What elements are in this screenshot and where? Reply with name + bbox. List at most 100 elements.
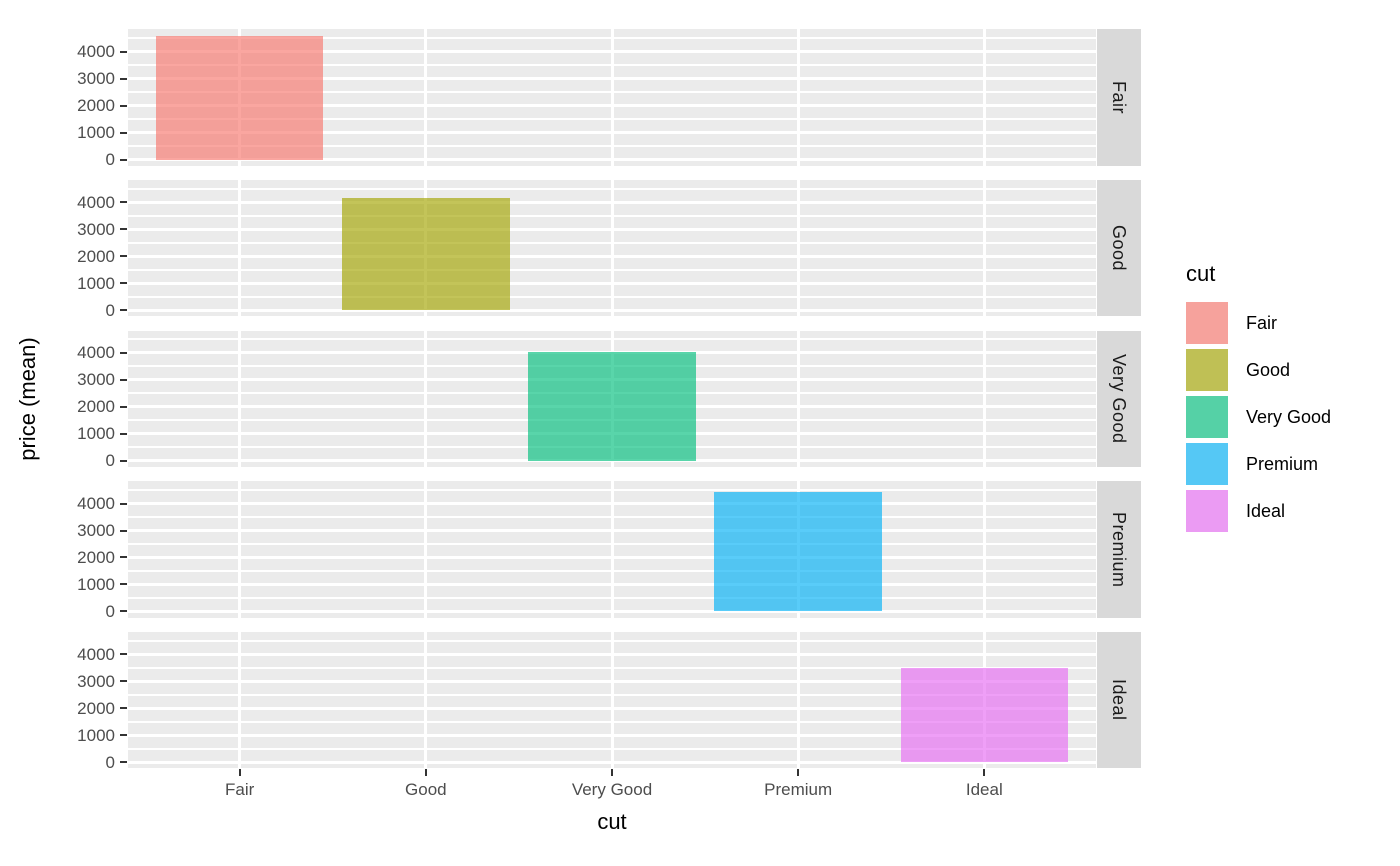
vertical-gridline [982,330,986,468]
y-tick-mark [120,77,127,80]
y-tick-label: 4000 [77,343,115,363]
facet-strip-premium: Premium [1097,481,1141,618]
vertical-gridline [424,631,428,769]
y-tick-label: 1000 [77,273,115,293]
legend-item-ideal: Ideal [1186,490,1331,532]
y-tick-mark [120,529,127,532]
vertical-gridline [610,631,614,769]
x-tick-label: Premium [764,780,833,800]
vertical-gridline [796,29,800,166]
y-tick-label: 3000 [77,370,115,390]
facet-strip-label: Very Good [1109,354,1129,444]
y-tick-mark [120,610,127,613]
y-tick-label: 2000 [77,397,115,417]
facet-strip-very-good: Very Good [1097,330,1141,468]
y-tick-mark [120,734,127,737]
legend-items: Fair Good Very Good Premium Ideal [1186,302,1331,532]
legend-item-good: Good [1186,349,1331,391]
facet-strip-label: Ideal [1109,679,1129,721]
y-tick-label: 2000 [77,246,115,266]
vertical-gridline [796,330,800,468]
facet-strip-fair: Fair [1097,29,1141,166]
legend-item-label: Ideal [1246,500,1286,521]
y-tick-label: 1000 [77,424,115,444]
legend-key-swatch [1186,490,1228,532]
x-tick-label: Good [405,780,447,800]
x-tick-mark [797,769,800,777]
vertical-gridline [238,330,242,468]
y-tick-mark [120,131,127,134]
y-axis-title: price (mean) [15,337,40,461]
vertical-gridline [610,29,614,166]
x-tick-label: Fair [225,780,255,800]
y-tick-mark [120,707,127,710]
y-tick-label: 2000 [77,547,115,567]
legend-key-fill [1186,490,1228,532]
x-tick-mark [611,769,613,777]
vertical-gridline [982,481,986,618]
legend-item-label: Premium [1246,453,1319,474]
vertical-gridline [238,631,242,769]
bar-fair [155,35,324,160]
legend: cut Fair Good Very Good Premium Ideal [1186,262,1331,537]
vertical-gridline [424,29,428,166]
legend-item-label: Good [1246,359,1291,380]
y-tick-mark [120,405,127,408]
y-tick-label: 3000 [77,521,115,540]
legend-key-swatch [1186,443,1228,485]
legend-key-fill [1186,443,1228,485]
vertical-gridline [982,179,986,317]
y-tick-label: 0 [105,300,115,320]
legend-key-fill [1186,302,1228,344]
y-tick-label: 4000 [77,494,115,513]
legend-item-label: Fair [1246,312,1277,333]
legend-item-very-good: Very Good [1186,396,1331,438]
y-tick-mark [120,761,127,764]
facet-panel-fair [128,29,1096,166]
y-tick-mark [120,432,127,435]
x-tick-label: Ideal [965,780,1003,800]
bar-good [342,198,510,311]
x-tick-mark [983,769,986,777]
legend-key-fill [1186,349,1228,391]
y-tick-label: 0 [105,752,115,772]
y-tick-label: 0 [105,451,115,471]
facet-panel-good [128,179,1096,317]
y-tick-mark [120,50,127,53]
vertical-gridline [238,481,242,618]
legend-key-swatch [1186,302,1228,344]
y-tick-label: 4000 [77,192,115,212]
facet-strip-ideal: Ideal [1097,631,1141,769]
y-tick-mark [120,502,127,505]
y-tick-mark [120,459,127,462]
facet-strip-label: Premium [1109,511,1129,588]
y-tick-label: 0 [105,150,115,170]
facet-panel-ideal [128,631,1096,769]
y-tick-label: 2000 [77,96,115,116]
vertical-gridline [610,179,614,317]
x-tick-mark [238,769,241,777]
y-tick-mark [120,255,127,258]
legend-item-label: Very Good [1246,406,1332,427]
y-tick-label: 2000 [77,698,115,718]
legend-item-premium: Premium [1186,443,1331,485]
y-tick-label: 4000 [77,42,115,62]
vertical-gridline [424,330,428,468]
y-tick-mark [120,228,127,231]
y-tick-mark [120,158,127,161]
facet-strip-label: Good [1109,225,1129,272]
y-tick-label: 1000 [77,574,115,594]
y-tick-mark [120,556,127,559]
legend-key-fill [1186,396,1228,438]
y-tick-label: 3000 [77,671,115,691]
y-tick-mark [120,282,127,285]
legend-key-swatch [1186,349,1228,391]
y-tick-mark [120,583,127,586]
legend-item-fair: Fair [1186,302,1331,344]
facet-panel-premium [128,481,1096,618]
y-tick-label: 4000 [77,644,115,664]
y-tick-mark [120,653,127,656]
y-tick-label: 3000 [77,69,115,89]
y-tick-label: 3000 [77,219,115,239]
